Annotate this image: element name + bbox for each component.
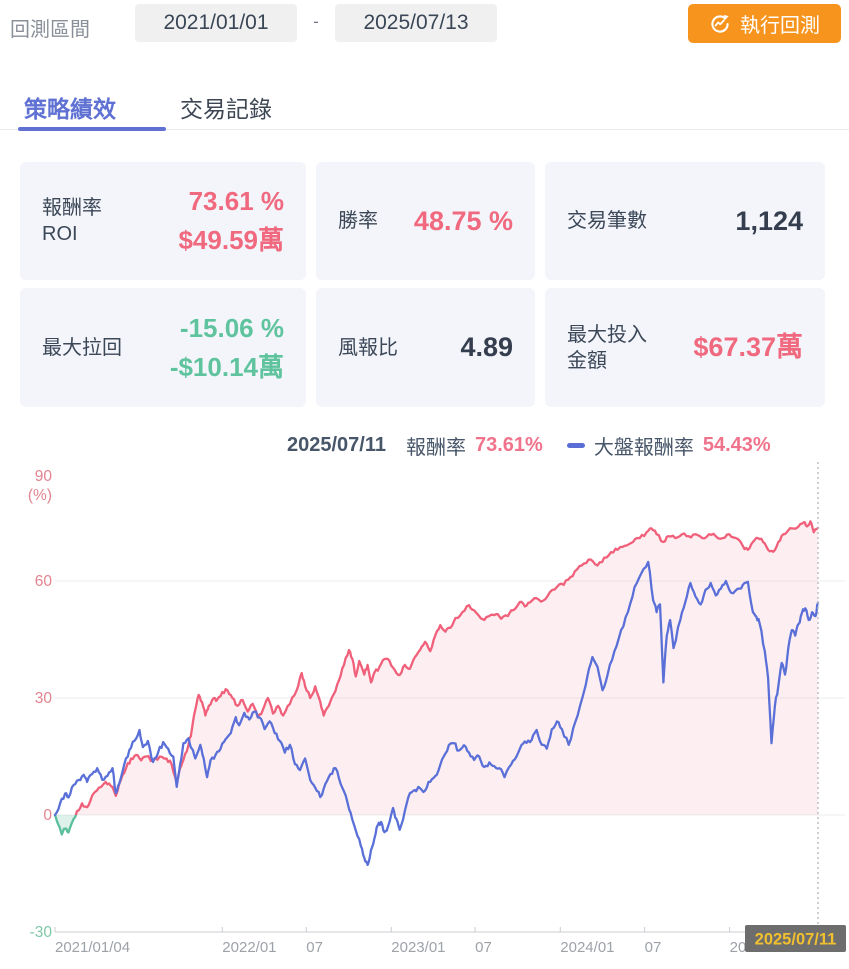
legend-roi-value: 73.61% bbox=[475, 433, 543, 456]
x-tick-label: 07 bbox=[475, 939, 492, 956]
stat-card-max-drawdown: 最大拉回 -15.06 % -$10.14萬 bbox=[20, 288, 306, 407]
y-tick-label: -30 bbox=[30, 924, 53, 941]
x-tick-label: 2024/01 bbox=[560, 939, 614, 956]
refresh-backtest-icon bbox=[711, 14, 729, 33]
tab-trades[interactable]: 交易記錄 bbox=[180, 96, 272, 122]
x-tick-label: 07 bbox=[645, 939, 662, 956]
x-axis: 2021/01/04 2022/01 07 2023/01 07 2024/01 07 202… bbox=[54, 927, 845, 956]
legend-market-value: 54.43% bbox=[702, 433, 771, 456]
chart-legend: 2025/07/11 報酬率 73.61% 大盤報酬率 54.43% bbox=[287, 432, 771, 459]
stat-label: 交易筆數 bbox=[567, 210, 647, 232]
stat-label: 最大投入 金額 bbox=[567, 323, 647, 372]
stat-label: 報酬率 ROI bbox=[42, 197, 102, 245]
x-tick-label: 07 bbox=[306, 939, 323, 956]
legend-market-label: 大盤報酬率 bbox=[593, 436, 694, 459]
crosshair-date-label: 2025/07/11 bbox=[755, 931, 837, 949]
x-tick-label: 2022/01 bbox=[222, 939, 276, 956]
stat-card-risk-reward: 風報比 4.89 bbox=[316, 288, 535, 407]
y-tick-label: 30 bbox=[35, 690, 53, 707]
market-line bbox=[53, 560, 820, 867]
end-date-input[interactable]: 2025/07/13 bbox=[335, 4, 497, 42]
stat-value: $67.37萬 bbox=[693, 332, 803, 363]
legend-roi-label: 報酬率 bbox=[406, 436, 466, 459]
x-tick-label: 2023/01 bbox=[391, 939, 445, 956]
stat-label: 風報比 bbox=[338, 336, 398, 359]
stat-value: 1,124 bbox=[735, 205, 803, 236]
gridlines bbox=[55, 580, 845, 816]
run-backtest-label: 執行回測 bbox=[740, 15, 820, 37]
x-tick-label: 2021/01/04 bbox=[55, 939, 130, 956]
roi-series bbox=[53, 520, 820, 836]
market-line-swatch bbox=[566, 442, 585, 448]
crosshair-date-tag bbox=[745, 925, 846, 952]
period-label: 回測區間 bbox=[10, 19, 90, 41]
stat-label: 最大拉回 bbox=[42, 336, 122, 359]
stat-value: 4.89 bbox=[460, 332, 513, 363]
stat-value: -15.06 % -$10.14萬 bbox=[169, 312, 284, 382]
stat-card-trade-count: 交易筆數 1,124 bbox=[545, 162, 825, 280]
legend-date: 2025/07/11 bbox=[287, 433, 386, 456]
y-tick-label: 90 bbox=[35, 468, 53, 485]
y-tick-label: 60 bbox=[35, 573, 53, 590]
tab-bar: 策略績效 交易記錄 bbox=[0, 86, 849, 131]
date-range-separator: - bbox=[313, 12, 319, 31]
stat-card-roi: 報酬率 ROI 73.61 % $49.59萬 bbox=[20, 162, 306, 280]
start-date-input[interactable]: 2021/01/01 bbox=[135, 4, 297, 42]
stat-value: 73.61 % $49.59萬 bbox=[178, 186, 284, 255]
crosshair: 2025/07/11 bbox=[745, 462, 846, 952]
y-axis: 90 60 30 0 -30 (%) bbox=[28, 468, 52, 941]
run-backtest-button[interactable]: 執行回測 bbox=[688, 4, 841, 43]
stat-value: 48.75 % bbox=[413, 205, 513, 236]
y-axis-unit-label: (%) bbox=[28, 487, 52, 504]
stat-label: 勝率 bbox=[338, 210, 378, 232]
stat-card-win-rate: 勝率 48.75 % bbox=[316, 162, 535, 280]
active-tab-underline bbox=[18, 127, 166, 131]
tab-performance[interactable]: 策略績效 bbox=[24, 96, 116, 122]
y-tick-label: 0 bbox=[43, 807, 52, 824]
roi-area-positive bbox=[55, 521, 818, 815]
stat-card-max-invested: 最大投入 金額 $67.37萬 bbox=[545, 288, 825, 407]
